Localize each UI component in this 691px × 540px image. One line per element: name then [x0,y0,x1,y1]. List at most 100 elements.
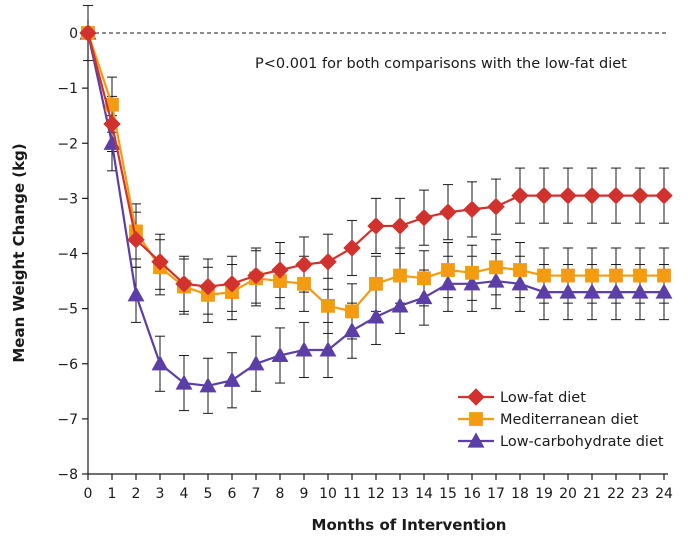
x-axis-title: Months of Intervention [312,516,507,534]
y-tick-label: −7 [57,412,78,428]
x-tick-label: 18 [511,486,529,502]
x-tick-label: 1 [108,486,117,502]
y-tick-label: −8 [57,467,78,483]
x-tick-label: 17 [487,486,505,502]
x-tick-label: 5 [204,486,213,502]
series-layer [79,4,673,414]
x-tick-label: 3 [156,486,165,502]
legend-label: Mediterranean diet [500,412,639,428]
x-tick-label: 21 [583,486,601,502]
data-point [655,283,673,299]
data-point [439,275,457,291]
data-point [297,276,311,291]
x-tick-label: 8 [276,486,285,502]
data-point [393,268,407,283]
data-point [223,275,241,293]
data-point [295,341,313,357]
data-point [345,304,359,319]
data-point [631,186,649,205]
data-point [319,253,337,271]
data-point [415,208,433,227]
y-ticks: 0 −1 −2 −3 −4 −5 −6 −7 −8 [57,26,88,483]
data-point [535,283,553,299]
data-point [391,217,409,235]
data-point [655,186,673,205]
data-point [513,263,527,277]
x-tick-label: 9 [300,486,309,502]
x-tick-label: 4 [180,486,189,502]
data-point [223,371,241,387]
y-tick-label: −5 [57,302,78,318]
data-point [79,24,97,42]
data-point [537,268,551,283]
data-point [561,268,575,283]
data-point [175,275,193,293]
y-tick-label: −1 [57,81,78,97]
x-tick-label: 16 [463,486,481,502]
legend-item: Low-fat diet [458,388,586,406]
data-point [199,377,217,393]
data-point [151,355,169,371]
x-tick-label: 13 [391,486,409,502]
legend-marker [469,412,483,426]
data-point [583,283,601,299]
data-point [417,271,431,286]
data-point [633,268,647,283]
x-tick-label: 6 [228,486,237,502]
data-point [487,197,505,216]
legend-marker [467,432,485,448]
x-tick-label: 24 [655,486,673,502]
data-point [391,297,409,313]
data-point [511,186,529,205]
y-tick-label: −6 [57,357,78,373]
data-point [511,275,529,291]
x-tick-label: 23 [631,486,649,502]
data-point [415,288,433,305]
data-point [607,186,625,205]
x-tick-label: 19 [535,486,553,502]
legend-item: Low-carbohydrate diet [458,432,664,450]
data-point [465,265,479,280]
legend-label: Low-carbohydrate diet [500,434,664,450]
x-tick-label: 10 [319,486,337,502]
data-point [367,308,385,324]
data-point [319,341,337,357]
series-0 [79,24,673,296]
y-tick-label: 0 [69,26,78,42]
data-point [247,355,265,371]
data-point [151,253,169,271]
data-point [343,239,361,257]
legend-marker [467,388,485,406]
data-point [271,261,289,279]
data-point [487,272,505,288]
data-point [559,283,577,299]
data-point [127,231,145,249]
legend: Low-fat diet Mediterranean diet Low-carboh… [458,388,664,450]
data-point [559,186,577,205]
data-point [367,217,385,235]
data-point [463,275,481,291]
data-point [607,283,625,299]
x-tick-label: 11 [343,486,361,502]
data-point [369,276,383,291]
data-point [295,255,313,274]
annotation-text: P<0.001 for both comparisons with the lo… [255,56,627,72]
data-point [343,322,361,338]
data-point [583,186,601,205]
error-bars-2 [107,115,669,414]
y-tick-label: −2 [57,136,78,152]
x-tick-label: 20 [559,486,577,502]
x-tick-label: 0 [84,486,93,502]
x-tick-label: 15 [439,486,457,502]
data-point [463,200,481,219]
legend-item: Mediterranean diet [458,412,639,428]
error-bars-1 [107,76,669,340]
data-point [441,263,455,277]
y-tick-label: −4 [57,247,78,263]
data-point [535,186,553,205]
data-point [271,346,289,363]
x-tick-label: 2 [132,486,141,502]
data-point [247,266,265,285]
data-point [585,268,599,283]
